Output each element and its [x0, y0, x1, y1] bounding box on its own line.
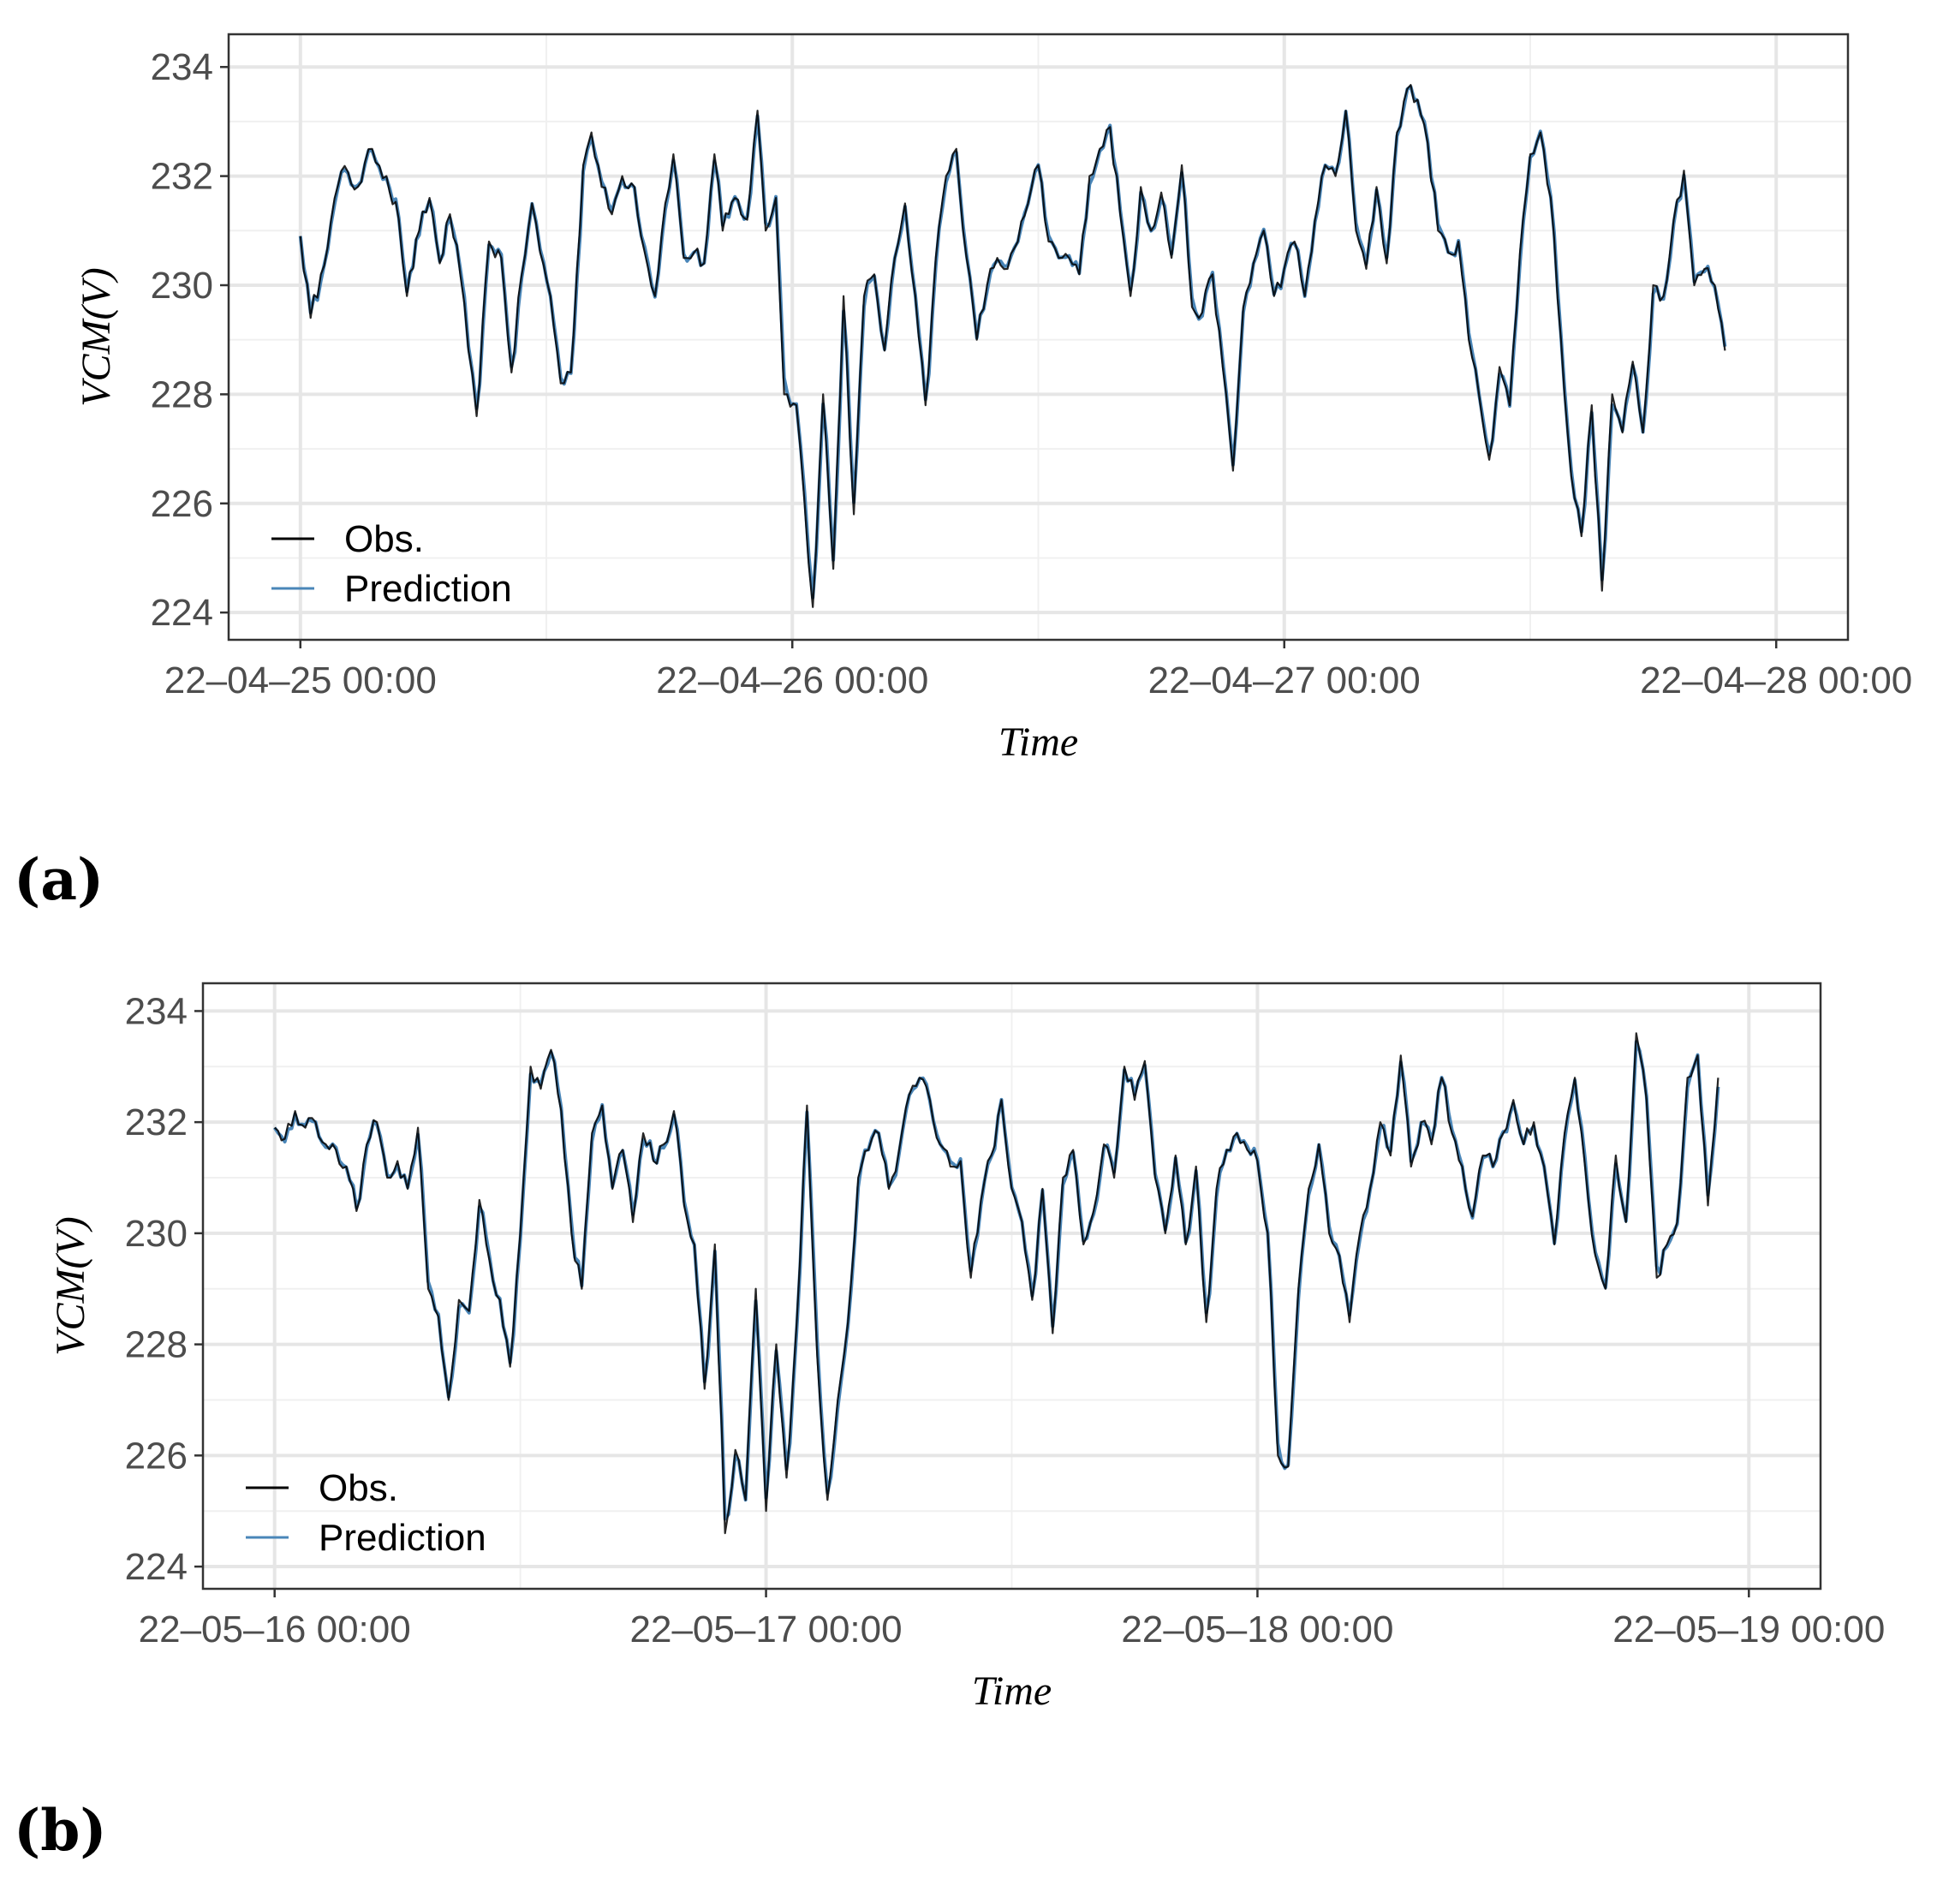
a-xtick-label: 22–04–27 00:00	[1148, 660, 1421, 701]
a-ytick-label: 224	[151, 592, 213, 634]
a-ytick-label: 230	[151, 265, 213, 307]
b-plot-border	[201, 982, 1822, 1591]
a-obs-line	[299, 84, 1726, 608]
b-ytick-label: 228	[125, 1324, 188, 1366]
a-y-axis-title: VCM(V)	[74, 267, 119, 407]
a-x-axis-title: Time	[998, 719, 1078, 765]
a-plot-border	[227, 33, 1850, 642]
panel-label-b: (b)	[14, 1797, 107, 1864]
b-xtick-label: 22–05–17 00:00	[630, 1609, 903, 1650]
b-obs-line	[273, 1032, 1719, 1535]
b-xtick-label: 22–05–19 00:00	[1612, 1609, 1885, 1650]
a-legend-prediction-label: Prediction	[344, 568, 512, 610]
a-ytick-label: 228	[151, 373, 213, 415]
b-xtick-label: 22–05–16 00:00	[139, 1609, 411, 1650]
a-ytick-label: 234	[151, 46, 213, 88]
chart-a: 224 226 228 230 232 234 22–04–25 00:00 22–04–26…	[74, 33, 1912, 765]
b-ytick-label: 226	[125, 1435, 188, 1477]
b-x-axis-title: Time	[972, 1668, 1052, 1714]
b-legend: Obs. Prediction	[246, 1467, 486, 1559]
panel-label-a: (a)	[14, 846, 104, 913]
b-ytick-label: 232	[125, 1101, 188, 1143]
b-legend-prediction-label: Prediction	[319, 1517, 486, 1559]
a-xtick-label: 22–04–26 00:00	[656, 660, 928, 701]
b-ytick-label: 224	[125, 1546, 188, 1588]
a-legend-obs-label: Obs.	[344, 518, 424, 560]
b-ytick-label: 234	[125, 990, 188, 1032]
a-ytick-label: 232	[151, 156, 213, 198]
a-xtick-label: 22–04–25 00:00	[164, 660, 437, 701]
a-xtick-label: 22–04–28 00:00	[1640, 660, 1912, 701]
b-legend-obs-label: Obs.	[319, 1467, 398, 1509]
chart-b: 224 226 228 230 232 234 22–05–16 00:00 22–05–17…	[48, 982, 1885, 1714]
a-legend: Obs. Prediction	[271, 518, 512, 610]
b-xtick-label: 22–05–18 00:00	[1121, 1609, 1393, 1650]
a-ytick-label: 226	[151, 483, 213, 525]
b-ytick-label: 230	[125, 1213, 188, 1255]
b-y-axis-title: VCM(V)	[48, 1216, 93, 1356]
